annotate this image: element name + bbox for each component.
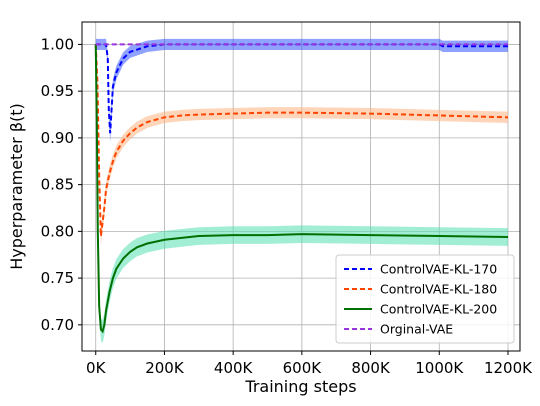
x-tick-label: 1000K bbox=[415, 359, 464, 377]
y-tick-label: 0.70 bbox=[41, 316, 74, 334]
plot-frame bbox=[81, 21, 521, 352]
x-tick-label: 0K bbox=[86, 359, 107, 377]
controlvae-kl-180-line bbox=[94, 44, 509, 237]
x-tick-label: 200K bbox=[145, 359, 185, 377]
controlvae-kl-200-line bbox=[94, 44, 508, 334]
legend: ControlVAE-KL-170 ControlVAE-KL-180 Contro… bbox=[335, 254, 515, 344]
y-tick-label: 0.75 bbox=[41, 269, 74, 287]
legend-box bbox=[335, 254, 515, 344]
series-lines bbox=[94, 43, 509, 334]
y-axis-ticks: 0.70 0.75 0.80 0.85 0.90 0.95 1.00 bbox=[41, 35, 82, 334]
x-axis-ticks: 0K 200K 400K 600K 800K 1000K 1200K bbox=[86, 351, 533, 377]
y-tick-label: 0.80 bbox=[41, 222, 74, 240]
x-tick-label: 800K bbox=[351, 359, 391, 377]
legend-label: ControlVAE-KL-200 bbox=[380, 302, 497, 317]
y-tick-label: 0.85 bbox=[41, 176, 74, 194]
legend-label: Orginal-VAE bbox=[380, 322, 453, 337]
y-tick-label: 0.90 bbox=[41, 129, 74, 147]
x-tick-label: 600K bbox=[283, 359, 323, 377]
legend-label: ControlVAE-KL-170 bbox=[380, 262, 497, 277]
x-tick-label: 1200K bbox=[484, 359, 533, 377]
y-axis-title: Hyperparameter β(t) bbox=[7, 103, 26, 270]
x-axis-title: Training steps bbox=[244, 377, 356, 396]
x-tick-label: 400K bbox=[214, 359, 254, 377]
y-tick-label: 1.00 bbox=[41, 35, 74, 53]
legend-label: ControlVAE-KL-180 bbox=[380, 282, 497, 297]
y-tick-label: 0.95 bbox=[41, 82, 74, 100]
